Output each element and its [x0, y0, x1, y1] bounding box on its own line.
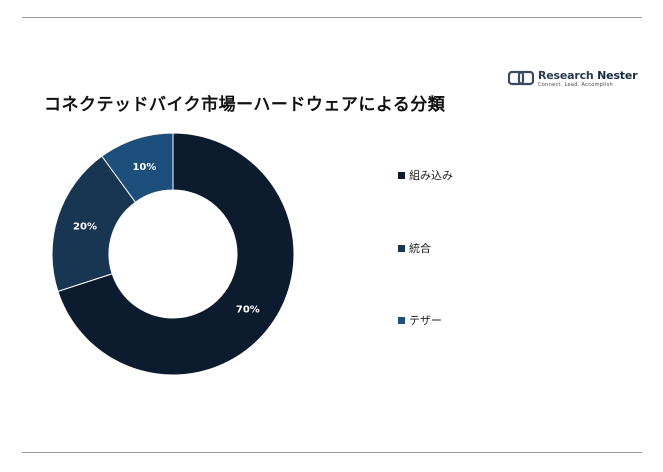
logo-mark-icon — [508, 70, 534, 86]
chart-title: コネクテッドバイク市場ーハードウェアによる分類 — [44, 95, 446, 115]
donut-slice-1 — [57, 132, 295, 376]
logo-name: Research Nester — [538, 69, 638, 82]
legend-swatch-3 — [398, 316, 405, 324]
slice-label-2: 20% — [73, 221, 97, 232]
legend-item-1: 組み込み — [398, 167, 453, 183]
slice-label-3: 10% — [132, 162, 156, 173]
legend-label-1: 組み込み — [409, 169, 453, 182]
legend-swatch-1 — [398, 171, 405, 179]
chart-legend: 組み込み 統合 テザー — [398, 0, 598, 472]
legend-label-3: テザー — [409, 314, 442, 327]
legend-label-2: 統合 — [409, 242, 431, 255]
research-nester-logo: Research Nester Connect. Lead. Accomplis… — [508, 68, 638, 90]
top-divider — [22, 17, 642, 18]
donut-slice-3 — [101, 132, 174, 203]
slice-label-1: 70% — [236, 304, 260, 315]
logo-tagline: Connect. Lead. Accomplish — [538, 82, 614, 88]
legend-item-2: 統合 — [398, 240, 431, 256]
legend-item-3: テザー — [398, 312, 442, 328]
legend-swatch-2 — [398, 244, 405, 252]
bottom-divider — [22, 452, 642, 453]
